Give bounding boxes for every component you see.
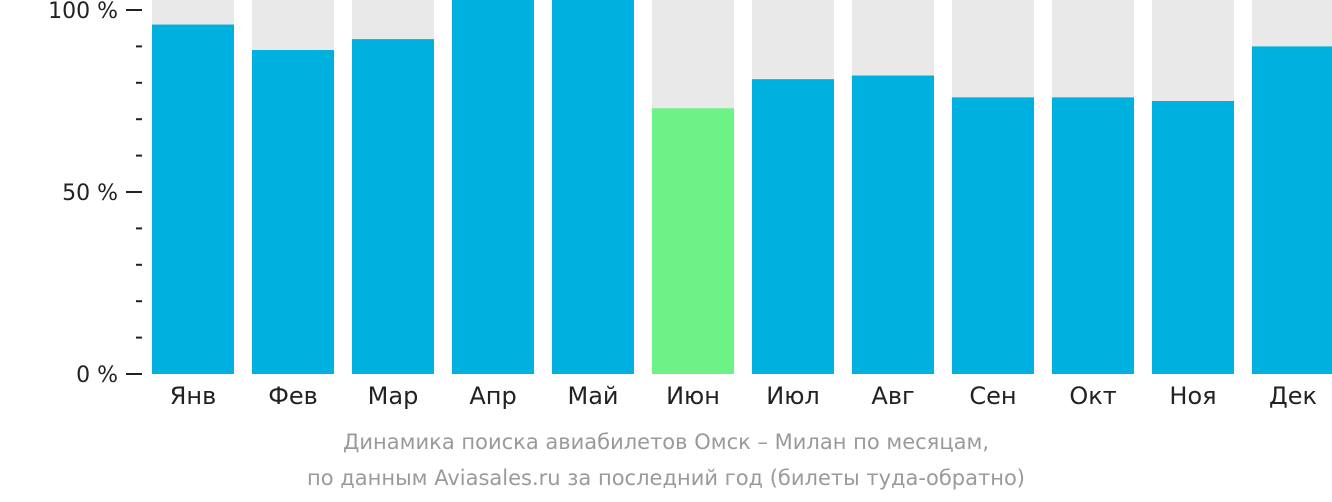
bar-7 (752, 79, 834, 374)
bar-1 (152, 24, 234, 375)
bars-group (152, 0, 1332, 375)
y-tick-label: 100 % (48, 0, 118, 24)
bar-11 (1152, 101, 1234, 374)
bar-9 (952, 97, 1034, 375)
x-axis-labels: Янв Фев Мар Апр Май Июн Июл Авг Сен Окт Ноя Дек (170, 382, 1317, 410)
x-tick-label: Фев (268, 382, 318, 410)
x-tick-label: Дек (1269, 382, 1317, 410)
bar-10 (1052, 97, 1134, 375)
x-tick-label: Окт (1069, 382, 1116, 410)
bar-12 (1252, 46, 1332, 375)
x-tick-label: Апр (469, 382, 516, 410)
bar-8 (852, 75, 934, 375)
bar-6 (652, 108, 734, 374)
bar-5 (552, 0, 634, 374)
bar-3 (352, 39, 434, 375)
x-tick-label: Май (567, 382, 618, 410)
x-tick-label: Июл (766, 382, 820, 410)
y-tick-label: 0 % (76, 363, 118, 388)
y-tick-label: 50 % (62, 181, 118, 206)
x-tick-label: Авг (871, 382, 914, 410)
bar-chart: 0 % 50 % 100 % Янв Фев Мар Апр Май Июн Июл Авг Сен… (48, 0, 1332, 410)
bar-2 (252, 50, 334, 374)
x-tick-label: Янв (170, 382, 217, 410)
chart-caption-line-2: по данным Aviasales.ru за последний год … (307, 466, 1025, 490)
x-tick-label: Мар (368, 382, 419, 410)
x-tick-label: Июн (666, 382, 720, 410)
chart-caption-line-1: Динамика поиска авиабилетов Омск – Милан… (343, 430, 989, 454)
bar-4 (452, 0, 534, 374)
y-axis: 0 % 50 % 100 % (48, 0, 142, 388)
x-tick-label: Ноя (1169, 382, 1216, 410)
x-tick-label: Сен (969, 382, 1016, 410)
